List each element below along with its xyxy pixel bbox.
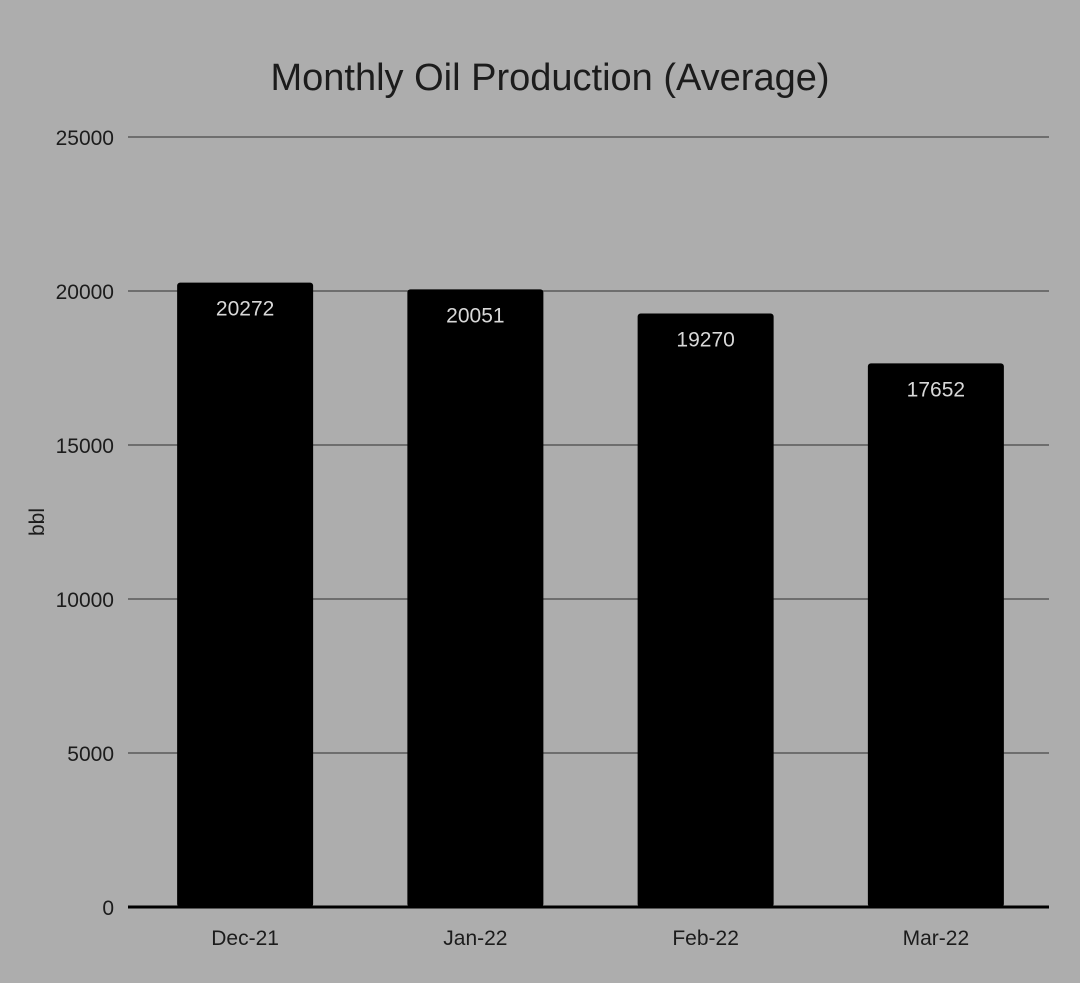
y-tick-label: 5000 (67, 743, 114, 766)
bar-data-label: 19270 (676, 328, 734, 351)
y-tick-label: 20000 (56, 281, 114, 304)
bar-mar-22 (867, 363, 1004, 908)
y-tick-label: 15000 (56, 435, 114, 458)
y-axis-ticks: 0 5000 10000 15000 20000 25000 (56, 127, 114, 920)
y-tick-label: 10000 (56, 589, 114, 612)
bars (177, 282, 1004, 908)
x-axis-ticks: Dec-21 Jan-22 Feb-22 Mar-22 (211, 927, 969, 950)
y-tick-label: 25000 (56, 127, 114, 150)
x-tick-label: Dec-21 (211, 927, 279, 950)
bar-dec-21 (177, 282, 314, 907)
bar-data-label: 17652 (907, 378, 965, 401)
x-tick-label: Feb-22 (672, 927, 739, 950)
bar-feb-22 (637, 313, 774, 907)
x-tick-label: Mar-22 (903, 927, 970, 950)
bar-data-label: 20051 (446, 304, 504, 327)
bar-data-label: 20272 (216, 298, 274, 321)
bar-jan-22 (407, 289, 544, 907)
y-axis-label: bbl (26, 508, 49, 536)
chart-title: Monthly Oil Production (Average) (271, 57, 830, 99)
data-labels: 20272 20051 19270 17652 (216, 298, 965, 402)
x-tick-label: Jan-22 (443, 927, 507, 950)
y-tick-label: 0 (102, 897, 114, 920)
